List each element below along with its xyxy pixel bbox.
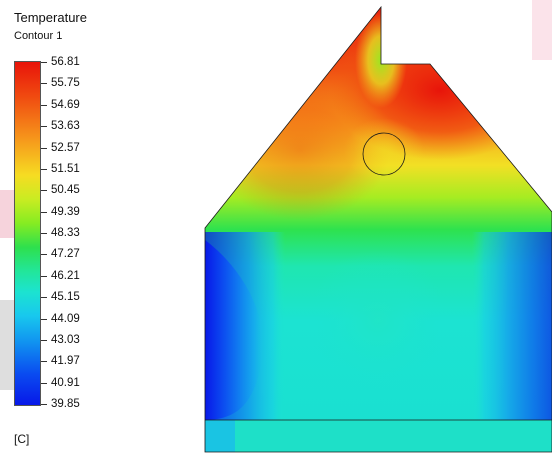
color-scale-label: 53.63 [51,120,80,133]
color-scale-tick [41,382,47,384]
color-scale-label: 50.45 [51,184,80,197]
color-scale-label: 54.69 [51,98,80,111]
pipe-circle [362,132,406,176]
color-scale-tick [41,297,47,299]
color-scale-tick [41,275,47,277]
color-scale-label: 52.57 [51,141,80,154]
color-scale-label: 44.09 [51,312,80,325]
color-scale-label: 55.75 [51,77,80,90]
color-scale-tick [41,318,47,320]
color-scale-tick [41,62,47,63]
color-scale-tick [41,361,47,363]
color-scale-label: 45.15 [51,291,80,304]
color-scale-tick [41,254,47,256]
color-scale-tick [41,233,47,234]
color-scale-label: 48.33 [51,227,80,239]
legend-subtitle: Contour 1 [14,30,63,42]
color-scale-label: 49.39 [51,205,80,218]
color-scale-tick [41,104,47,106]
color-scale-tick [41,339,47,341]
color-scale-label: 46.21 [51,269,80,282]
legend-units: [C] [14,432,30,446]
building-outline [204,5,552,453]
color-scale-label: 39.85 [51,398,80,410]
color-scale-label: 41.97 [51,355,80,368]
color-scale-tick [41,404,47,405]
color-scale-label: 51.51 [51,162,80,175]
color-scale-label: 43.03 [51,333,80,346]
legend-title: Temperature [14,10,87,25]
color-scale-tick [41,147,47,149]
color-scale-tick [41,190,47,192]
color-scale-tick [41,168,47,170]
color-scale-label: 56.81 [51,56,80,68]
color-scale-label: 40.91 [51,376,80,389]
background-band-right [532,0,552,60]
temperature-field [205,7,552,452]
color-scale-label: 47.27 [51,248,80,261]
color-scale-bar [14,61,41,406]
color-scale-tick [41,211,47,213]
color-scale-tick [41,126,47,128]
color-scale-tick [41,83,47,85]
